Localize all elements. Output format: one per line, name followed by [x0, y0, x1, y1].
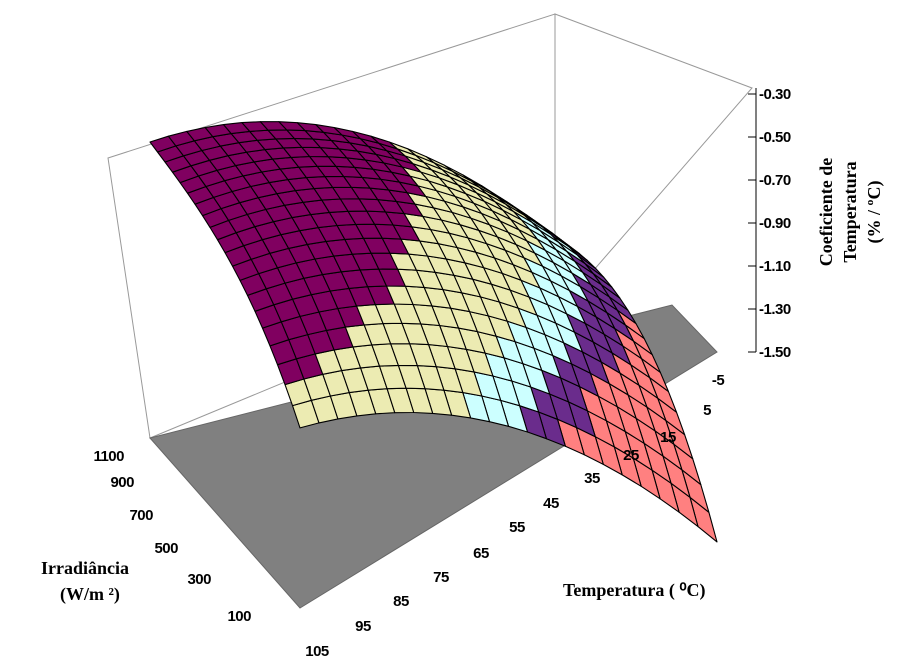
x-tick-label: 35 [584, 470, 600, 487]
y-tick-label: 700 [129, 507, 153, 524]
z-tick-label: -0.30 [759, 86, 791, 103]
z-tick-label: -0.70 [759, 172, 791, 189]
z-tick-label: -1.10 [759, 258, 791, 275]
x-tick-label: 45 [543, 495, 559, 512]
x-tick-label: -5 [712, 372, 724, 389]
x-tick-label: 105 [305, 643, 329, 660]
x-tick-label: 55 [509, 519, 525, 536]
z-tick-label: -1.30 [759, 301, 791, 318]
y-axis-title: Irradiância (W/m ²) [41, 558, 129, 605]
y-tick-label: 100 [227, 608, 251, 625]
x-tick-label: 85 [393, 593, 409, 610]
y-tick-label: 500 [154, 540, 178, 557]
y-tick-label: 1100 [93, 448, 124, 465]
x-tick-label: 75 [433, 569, 449, 586]
x-tick-label: 95 [355, 618, 371, 635]
y-tick-label: 900 [110, 474, 134, 491]
y-tick-label: 300 [187, 571, 211, 588]
x-tick-label: 5 [703, 402, 711, 419]
x-axis-title: Temperatura ( ⁰C) [563, 580, 706, 601]
x-tick-label: 15 [660, 429, 676, 446]
x-tick-label: 65 [473, 545, 489, 562]
z-tick-label: -0.50 [759, 129, 791, 146]
z-axis-title: Coeficiente de Temperatura (% / ºC) [816, 158, 885, 266]
x-tick-label: 25 [623, 447, 639, 464]
z-tick-label: -0.90 [759, 215, 791, 232]
z-tick-label: -1.50 [759, 344, 791, 361]
